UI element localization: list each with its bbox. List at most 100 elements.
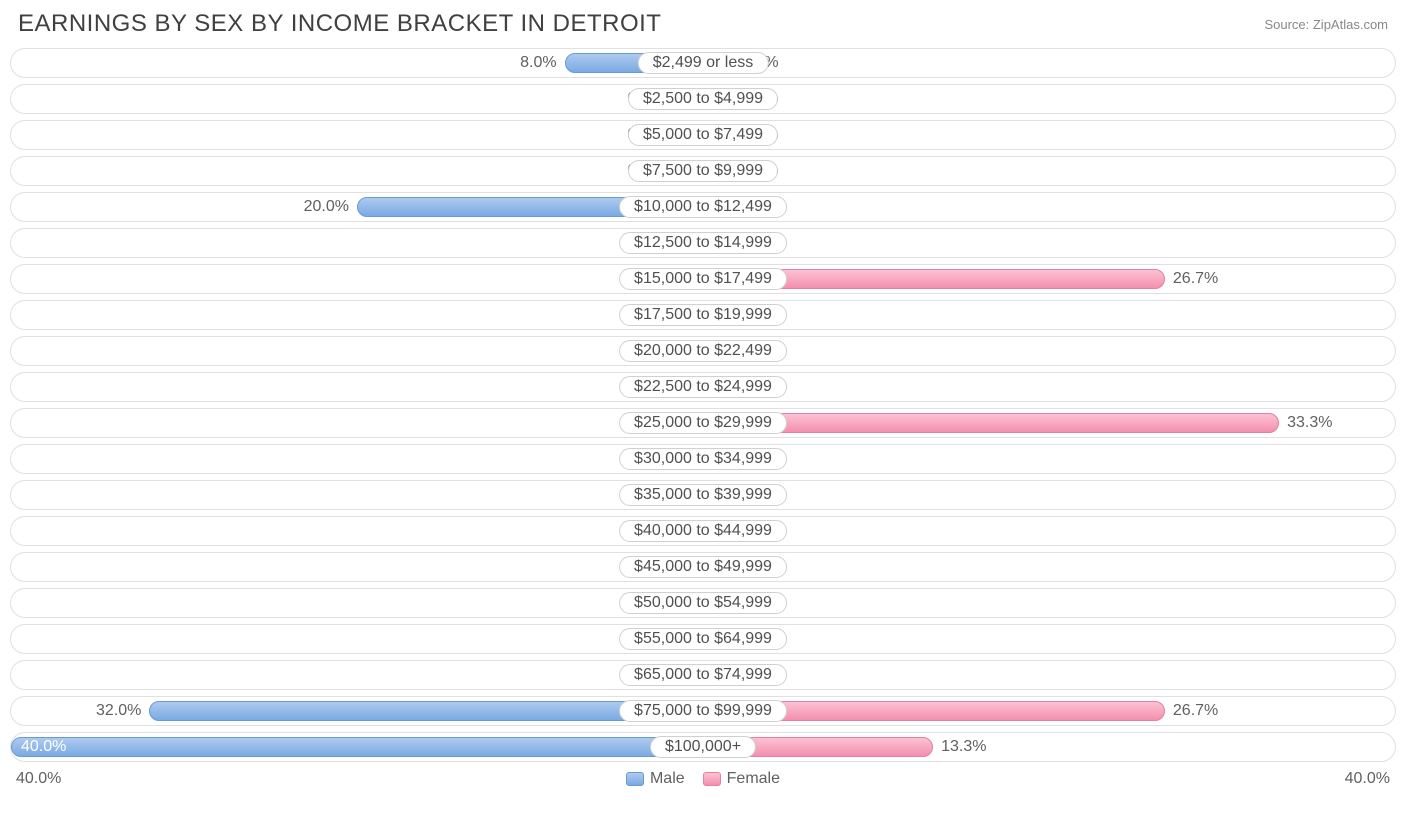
female-half: 0.0% [703,517,1395,545]
axis-max-left: 40.0% [16,770,61,788]
chart-row: 0.0%0.0%$5,000 to $7,499 [10,120,1396,150]
category-label: $45,000 to $49,999 [619,556,787,578]
female-half: 0.0% [703,553,1395,581]
female-half: 0.0% [703,373,1395,401]
category-label: $20,000 to $22,499 [619,340,787,362]
chart-row: 8.0% 0.0%$2,499 or less [10,48,1396,78]
female-half: 26.7% [703,697,1395,725]
female-value: 26.7% [1165,697,1218,725]
male-value: 8.0% [520,49,564,77]
chart-row: 0.0%0.0%$17,500 to $19,999 [10,300,1396,330]
legend-female-label: Female [727,770,780,788]
chart-header: EARNINGS BY SEX BY INCOME BRACKET IN DET… [0,0,1406,44]
female-half: 0.0% [703,661,1395,689]
legend-female: Female [703,770,780,788]
female-half: 0.0% [703,337,1395,365]
chart-row: 0.0% 33.3% $25,000 to $29,999 [10,408,1396,438]
female-half: 0.0% [703,301,1395,329]
chart-title: EARNINGS BY SEX BY INCOME BRACKET IN DET… [18,10,661,38]
category-label: $100,000+ [650,736,756,758]
female-swatch-icon [703,772,721,786]
chart-row: 0.0%0.0%$30,000 to $34,999 [10,444,1396,474]
male-half: 0.0% [11,121,703,149]
male-half: 0.0% [11,373,703,401]
female-half: 0.0% [703,157,1395,185]
male-half: 0.0% [11,265,703,293]
male-value: 20.0% [304,193,357,221]
male-bar [11,737,703,757]
legend-male: Male [626,770,685,788]
category-label: $65,000 to $74,999 [619,664,787,686]
male-half: 0.0% [11,661,703,689]
chart-row: 0.0%0.0%$40,000 to $44,999 [10,516,1396,546]
diverging-bar-chart: 8.0%0.0%$2,499 or less0.0%0.0%$2,500 to … [0,44,1406,762]
category-label: $30,000 to $34,999 [619,448,787,470]
chart-row: 0.0%0.0%$7,500 to $9,999 [10,156,1396,186]
chart-row: 0.0%0.0%$45,000 to $49,999 [10,552,1396,582]
legend-male-label: Male [650,770,685,788]
category-label: $40,000 to $44,999 [619,520,787,542]
male-half: 0.0% [11,445,703,473]
female-half: 0.0% [703,229,1395,257]
female-half: 13.3% [703,733,1395,761]
chart-row: 0.0%0.0%$50,000 to $54,999 [10,588,1396,618]
male-swatch-icon [626,772,644,786]
female-half: 0.0% [703,445,1395,473]
category-label: $12,500 to $14,999 [619,232,787,254]
chart-row: 0.0%0.0%$22,500 to $24,999 [10,372,1396,402]
male-half: 20.0% [11,193,703,221]
male-half: 0.0% [11,301,703,329]
chart-row: 0.0%0.0%$65,000 to $74,999 [10,660,1396,690]
female-value: 13.3% [933,733,986,761]
chart-row: 0.0%0.0%$12,500 to $14,999 [10,228,1396,258]
male-half: 40.0% [11,733,703,761]
chart-row: 0.0%0.0%$55,000 to $64,999 [10,624,1396,654]
category-label: $50,000 to $54,999 [619,592,787,614]
chart-row: 0.0%0.0%$2,500 to $4,999 [10,84,1396,114]
male-half: 0.0% [11,409,703,437]
female-half: 0.0% [703,625,1395,653]
male-half: 0.0% [11,157,703,185]
female-half: 0.0% [703,193,1395,221]
male-half: 8.0% [11,49,703,77]
male-half: 0.0% [11,229,703,257]
axis-max-right: 40.0% [1345,770,1390,788]
chart-row: 32.0% 26.7% $75,000 to $99,999 [10,696,1396,726]
legend: Male Female [626,770,780,788]
chart-row: 0.0%0.0%$20,000 to $22,499 [10,336,1396,366]
chart-row: 20.0% 0.0%$10,000 to $12,499 [10,192,1396,222]
male-value: 32.0% [96,697,149,725]
female-half: 26.7% [703,265,1395,293]
male-half: 0.0% [11,553,703,581]
chart-footer: 40.0% Male Female 40.0% [0,768,1406,798]
female-half: 0.0% [703,49,1395,77]
category-label: $2,500 to $4,999 [628,88,778,110]
category-label: $2,499 or less [638,52,769,74]
male-half: 0.0% [11,625,703,653]
female-half: 33.3% [703,409,1395,437]
category-label: $25,000 to $29,999 [619,412,787,434]
male-half: 0.0% [11,589,703,617]
category-label: $17,500 to $19,999 [619,304,787,326]
chart-row: 0.0%0.0%$35,000 to $39,999 [10,480,1396,510]
male-half: 32.0% [11,697,703,725]
female-half: 0.0% [703,589,1395,617]
category-label: $10,000 to $12,499 [619,196,787,218]
category-label: $15,000 to $17,499 [619,268,787,290]
category-label: $55,000 to $64,999 [619,628,787,650]
male-value: 40.0% [17,733,66,761]
category-label: $7,500 to $9,999 [628,160,778,182]
chart-row: 40.0% 13.3% $100,000+ [10,732,1396,762]
female-half: 0.0% [703,481,1395,509]
female-value: 26.7% [1165,265,1218,293]
category-label: $75,000 to $99,999 [619,700,787,722]
category-label: $35,000 to $39,999 [619,484,787,506]
female-half: 0.0% [703,85,1395,113]
female-half: 0.0% [703,121,1395,149]
female-value: 33.3% [1279,409,1332,437]
category-label: $22,500 to $24,999 [619,376,787,398]
female-bar [703,413,1279,433]
male-half: 0.0% [11,517,703,545]
chart-source: Source: ZipAtlas.com [1264,17,1388,32]
male-half: 0.0% [11,85,703,113]
